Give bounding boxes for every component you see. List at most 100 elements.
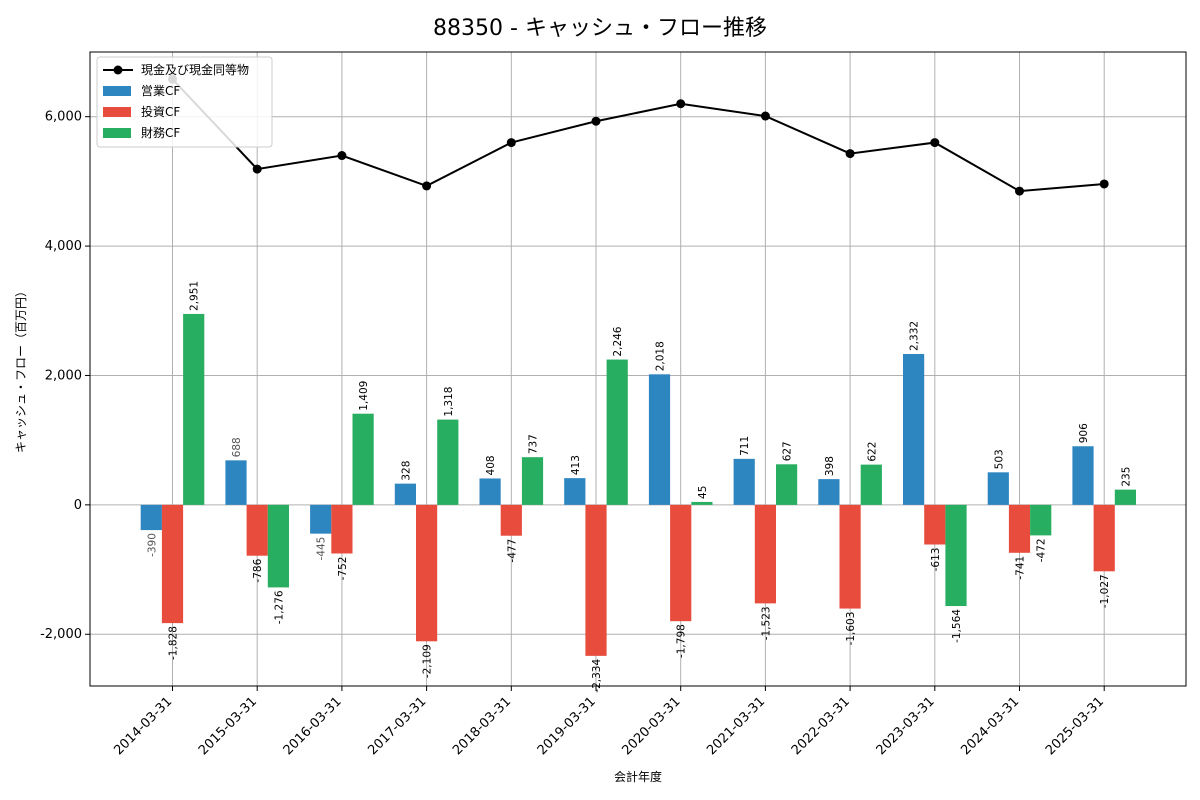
bar [564, 478, 586, 505]
legend-marker [113, 65, 123, 75]
bar-value-label: -1,828 [168, 626, 180, 660]
line-layer [168, 74, 1109, 196]
bar [924, 504, 946, 545]
bar [394, 483, 416, 505]
bar-value-label: 45 [697, 486, 709, 499]
bar-value-label: 2,951 [189, 281, 201, 311]
bar [183, 313, 205, 505]
bar-value-label: -741 [1015, 556, 1027, 580]
y-tick-label: 0 [74, 498, 82, 513]
bar [606, 359, 628, 505]
bars-layer [140, 313, 1136, 656]
bar [225, 460, 247, 505]
chart-title: 88350 - キャッシュ・フロー推移 [433, 16, 767, 41]
bar-value-label: -2,334 [591, 659, 603, 693]
x-tick-label: 2024-03-31 [958, 694, 1022, 758]
cash-line [171, 78, 1105, 193]
x-tick-label: 2022-03-31 [789, 694, 853, 758]
bar [416, 504, 438, 642]
legend-swatch [103, 107, 131, 117]
bar-value-label: 1,318 [443, 387, 455, 417]
cash-point [1015, 186, 1024, 196]
x-tick-label: 2015-03-31 [196, 694, 260, 758]
legend-label: 財務CF [141, 125, 180, 140]
bar-value-label: 413 [570, 455, 582, 475]
legend-label: 投資CF [141, 104, 180, 119]
bar-value-label: 627 [782, 441, 794, 461]
legend-label: 営業CF [141, 84, 180, 98]
legend-swatch [103, 86, 131, 96]
x-tick-label: 2020-03-31 [619, 694, 683, 758]
cash-point [930, 138, 940, 148]
bar-value-label: 235 [1120, 467, 1132, 487]
bar [1093, 504, 1115, 572]
x-tick-label: 2023-03-31 [874, 694, 938, 758]
bar-value-label: 2,246 [612, 326, 624, 356]
x-tick-label: 2017-03-31 [365, 694, 429, 758]
plot-frame [89, 51, 1187, 687]
bar-value-label: -613 [930, 548, 942, 572]
bar [521, 457, 544, 505]
bar [839, 504, 861, 609]
cash-point [337, 151, 347, 161]
bar [670, 504, 692, 622]
legend-swatch [103, 128, 131, 138]
cash-point [506, 138, 516, 148]
bar [987, 472, 1009, 505]
bar [140, 504, 162, 531]
x-tick-label: 2021-03-31 [704, 694, 768, 758]
bar [352, 413, 374, 505]
bar-value-label: -390 [146, 533, 158, 557]
bar [585, 504, 607, 656]
bar-value-label: 2,332 [909, 321, 921, 351]
bar-value-label: -1,276 [273, 590, 285, 624]
bar [1008, 504, 1031, 553]
x-tick-label: 2019-03-31 [535, 694, 599, 758]
bar-value-label: 2,018 [655, 341, 667, 371]
y-tick-label: 2,000 [45, 368, 82, 383]
x-tick-label: 2016-03-31 [281, 694, 345, 758]
bar [500, 504, 522, 536]
bar-value-label: -2,109 [422, 644, 434, 678]
bar [437, 419, 459, 505]
cash-point [591, 116, 601, 126]
bar-value-label: 711 [739, 436, 751, 456]
bar-value-label: -477 [506, 539, 518, 563]
bar-value-label: 408 [485, 455, 497, 475]
bar [1072, 446, 1094, 505]
bar [1030, 504, 1052, 536]
bar [818, 479, 840, 505]
bar-value-label: -1,798 [676, 624, 688, 658]
cash-point [422, 181, 432, 191]
bar [246, 504, 268, 556]
cash-point [252, 164, 262, 174]
bar [161, 504, 184, 624]
x-axis-label: 会計年度 [614, 769, 662, 784]
x-tick-label: 2018-03-31 [450, 694, 514, 758]
bar-value-label: -1,523 [760, 606, 772, 640]
y-tick-label: 4,000 [45, 239, 82, 254]
bar-value-label: 1,409 [358, 381, 370, 411]
bar-value-label: -1,603 [845, 612, 857, 646]
bar-value-label: 906 [1078, 423, 1090, 443]
bar [479, 478, 501, 505]
bar [945, 504, 967, 607]
bar-value-label: 622 [866, 442, 878, 462]
bar-value-label: 398 [824, 456, 836, 476]
bar [776, 464, 798, 505]
cash-point [676, 99, 686, 109]
bar [860, 464, 882, 505]
bar [754, 504, 776, 604]
legend-box [96, 56, 273, 148]
x-tick-label: 2014-03-31 [111, 694, 175, 758]
x-tick-label: 2025-03-31 [1043, 694, 1107, 758]
y-axis-label: キャッシュ・フロー（百万円） [14, 285, 28, 453]
bar [331, 504, 353, 554]
legend-label: 現金及び現金同等物 [141, 62, 249, 77]
bar [310, 504, 332, 534]
bar-value-label: -1,564 [951, 609, 963, 643]
bar [733, 458, 755, 505]
